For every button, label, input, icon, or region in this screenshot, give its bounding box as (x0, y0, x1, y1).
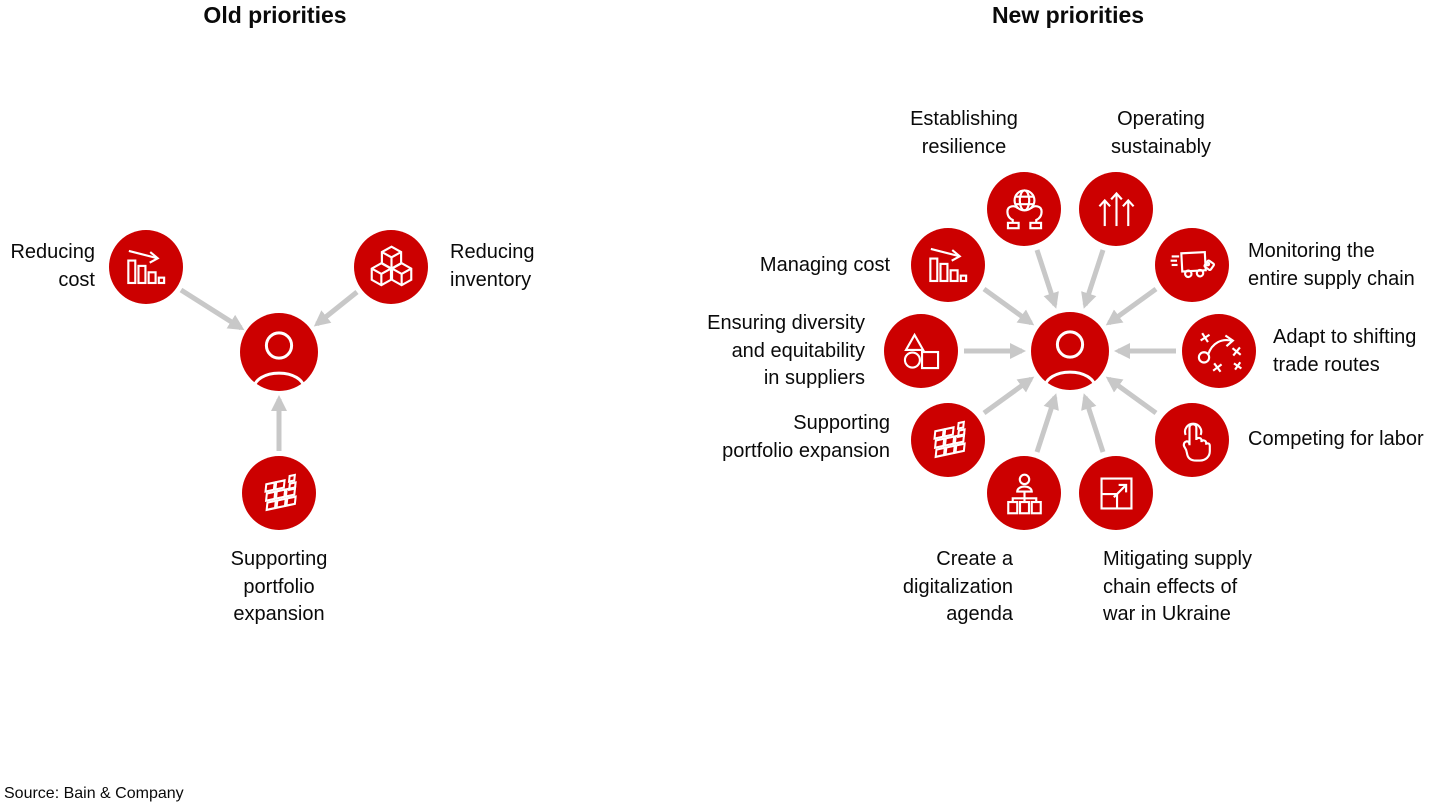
source-note: Source: Bain & Company (4, 785, 184, 802)
expand-square-icon (1093, 470, 1140, 517)
node-old-center-person (240, 313, 318, 391)
arrow-line (1105, 376, 1158, 416)
label-mitigating-war-effects: Mitigating supply chain effects of war i… (1103, 548, 1252, 625)
node-monitoring-supply-chain (1155, 228, 1229, 302)
node-managing-cost (911, 228, 985, 302)
label-monitoring-supply-chain: Monitoring the entire supply chain (1248, 240, 1415, 290)
node-digitalization-agenda (987, 456, 1061, 530)
label-establishing-resilience: Establishing resilience (910, 108, 1018, 158)
arrow-line (982, 376, 1035, 416)
arrow-line (1105, 286, 1158, 326)
node-new-center-person (1031, 312, 1109, 390)
arrow-line (1081, 393, 1106, 453)
hands-globe-icon (1001, 186, 1048, 233)
tile-grid-icon (925, 417, 972, 464)
label-operating-sustainably: Operating sustainably (1110, 108, 1212, 158)
node-operating-sustainably (1079, 172, 1153, 246)
org-chart-icon (1001, 470, 1048, 517)
right-diagram-title: New priorities (991, 2, 1145, 28)
node-supporting-portfolio-left (242, 456, 316, 530)
person-icon (1037, 322, 1103, 388)
geometric-shapes-icon (898, 328, 945, 375)
node-competing-labor (1155, 403, 1229, 477)
arrow-line (1034, 393, 1059, 453)
tap-hand-icon (1169, 417, 1216, 464)
label-adapt-trade-routes: Adapt to shifting trade routes (1273, 326, 1417, 376)
up-arrows-icon (1093, 186, 1140, 233)
arrow-line (1081, 249, 1106, 309)
node-mitigating-war-effects (1079, 456, 1153, 530)
node-establishing-resilience (987, 172, 1061, 246)
node-adapt-trade-routes (1182, 314, 1256, 388)
label-digitalization-agenda: Create a digitalization agenda (902, 548, 1013, 625)
arrow-line (1034, 249, 1059, 309)
node-reducing-cost (109, 230, 183, 304)
person-icon (246, 323, 312, 389)
label-reducing-inventory: Reducing inventory (450, 241, 535, 291)
strategy-route-icon (1196, 328, 1243, 375)
arrow-line (313, 290, 359, 327)
label-managing-cost: Managing cost (759, 254, 890, 276)
label-supporting-portfolio-right: Supporting portfolio expansion (722, 412, 890, 462)
label-reducing-cost: Reducing cost (10, 241, 95, 291)
declining-bar-chart-icon (925, 242, 972, 289)
label-ensuring-diversity: Ensuring diversity and equitability in s… (707, 312, 865, 389)
label-supporting-portfolio-left: Supporting portfolio expansion (230, 548, 328, 625)
arrow-line (982, 286, 1035, 326)
stacked-cubes-icon (368, 244, 415, 291)
tile-grid-icon (256, 470, 303, 517)
node-reducing-inventory (354, 230, 428, 304)
arrow-line (179, 287, 245, 331)
node-supporting-portfolio-right (911, 403, 985, 477)
truck-icon (1169, 242, 1216, 289)
left-diagram-title: Old priorities (203, 2, 347, 28)
declining-bar-chart-icon (123, 244, 170, 291)
node-ensuring-diversity (884, 314, 958, 388)
label-competing-labor: Competing for labor (1248, 428, 1424, 450)
